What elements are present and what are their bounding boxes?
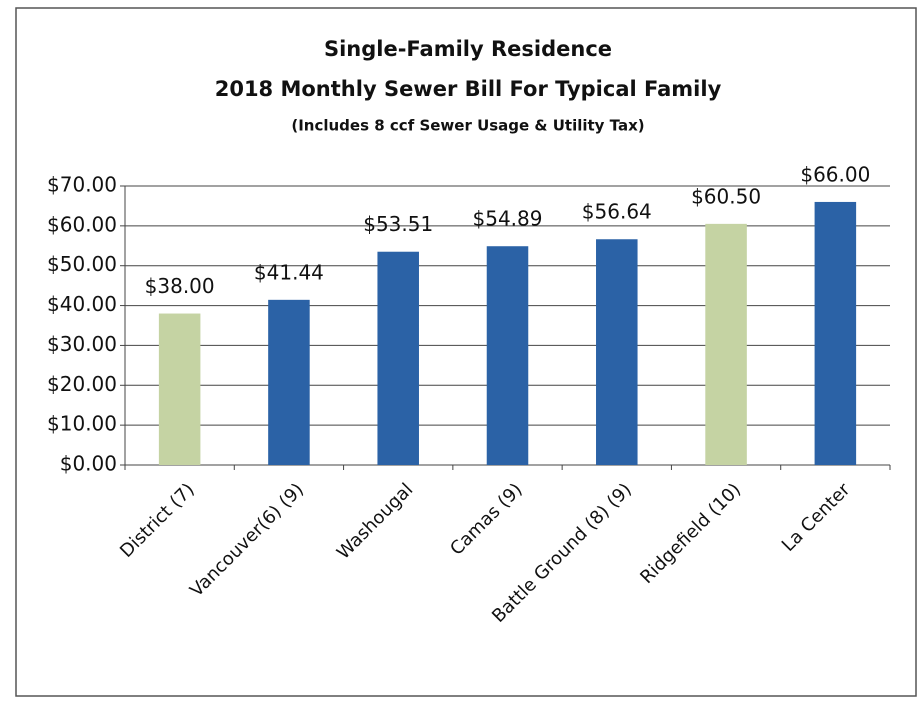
value-label: $56.64 xyxy=(582,200,652,224)
value-label: $53.51 xyxy=(363,212,433,236)
chart-subtitle: 2018 Monthly Sewer Bill For Typical Fami… xyxy=(215,77,722,101)
y-tick-label: $50.00 xyxy=(47,252,117,276)
value-label: $60.50 xyxy=(691,184,761,208)
bar xyxy=(814,201,857,465)
value-label: $41.44 xyxy=(254,260,324,284)
value-label: $54.89 xyxy=(473,207,543,231)
y-tick-label: $20.00 xyxy=(47,372,117,396)
bar xyxy=(596,239,638,465)
y-tick-label: $60.00 xyxy=(47,212,117,236)
value-label: $38.00 xyxy=(145,274,215,298)
chart-title: Single-Family Residence xyxy=(324,37,612,61)
bar xyxy=(268,299,310,465)
y-tick-label: $70.00 xyxy=(47,173,117,197)
bar xyxy=(158,313,201,465)
bar xyxy=(705,223,747,465)
y-tick-label: $10.00 xyxy=(47,412,117,436)
bar xyxy=(377,251,419,465)
chart-annotation: (Includes 8 ccf Sewer Usage & Utility Ta… xyxy=(291,117,644,135)
chart-frame xyxy=(15,7,917,697)
y-tick-label: $40.00 xyxy=(47,292,117,316)
y-tick-label: $30.00 xyxy=(47,332,117,356)
y-tick-label: $0.00 xyxy=(60,452,117,476)
value-label: $66.00 xyxy=(800,162,870,186)
bar xyxy=(486,246,529,465)
